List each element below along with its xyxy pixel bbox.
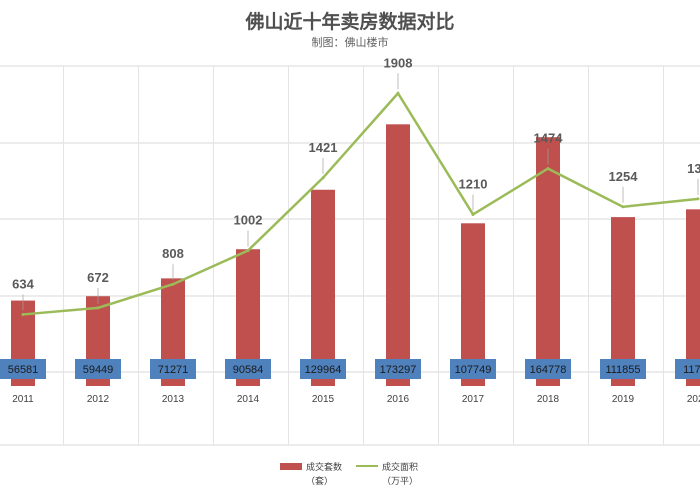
legend: 成交套数 （套） 成交面积 （万平） <box>280 461 418 487</box>
line-value-label: 634 <box>12 276 34 291</box>
bar-label-box <box>450 359 496 379</box>
bar-value-label: 11700 <box>683 364 700 376</box>
line-point <box>696 197 700 201</box>
x-tick-label: 2019 <box>612 394 635 405</box>
line-point <box>96 306 100 310</box>
legend-label-line: 成交面积 <box>382 461 418 473</box>
bar-label-box <box>675 359 700 379</box>
area-series-line <box>22 91 699 316</box>
line-value-label: 1002 <box>234 213 263 228</box>
bar-label-box <box>0 359 46 379</box>
line-value-label: 1908 <box>384 55 413 70</box>
bar <box>686 209 700 386</box>
bar-value-label: 90584 <box>233 364 264 376</box>
bar-value-label: 173297 <box>380 364 417 376</box>
x-tick-label: 2018 <box>537 394 560 405</box>
bar-label-box <box>600 359 646 379</box>
line-series <box>21 91 700 316</box>
bar-label-box <box>75 359 121 379</box>
bar <box>461 223 485 386</box>
x-axis-ticks: 2011 2012 2013 2014 2015 2016 2017 2018 2019 2020 <box>12 394 700 405</box>
x-tick-label: 2016 <box>387 394 410 405</box>
bar-value-label: 107749 <box>455 364 492 376</box>
line-value-label: 1421 <box>309 140 338 155</box>
line-value-label: 1210 <box>459 176 488 191</box>
bar-label-box <box>300 359 346 379</box>
bar-value-label: 129964 <box>305 364 342 376</box>
line-point <box>171 282 175 286</box>
legend-label-bar: 成交套数 <box>306 461 342 473</box>
bar-label-box <box>150 359 196 379</box>
line-point <box>321 176 325 180</box>
line-value-label: 1474 <box>534 131 564 146</box>
chart-subtitle: 制图：佛山楼市 <box>312 35 389 49</box>
legend-label-bar-unit: （套） <box>306 475 333 487</box>
bar <box>386 124 410 386</box>
x-tick-label: 2015 <box>312 394 335 405</box>
legend-label-line-unit: （万平） <box>382 476 418 487</box>
x-tick-label: 2013 <box>162 394 185 405</box>
line-value-label: 130 <box>687 161 700 176</box>
bar-value-label: 71271 <box>158 364 189 376</box>
line-point <box>546 167 550 171</box>
bar-label-box <box>525 359 571 379</box>
line-point <box>246 249 250 253</box>
bar <box>536 137 560 386</box>
x-tick-label: 2020 <box>687 394 700 405</box>
legend-swatch-bar <box>280 463 302 470</box>
x-tick-label: 2012 <box>87 394 110 405</box>
line-point <box>471 212 475 216</box>
bar-label-box <box>375 359 421 379</box>
line-point <box>621 205 625 209</box>
x-tick-label: 2014 <box>237 394 260 405</box>
bar-series <box>11 124 700 386</box>
line-value-label: 1254 <box>609 169 639 184</box>
line-point <box>396 91 400 95</box>
line-value-label: 672 <box>87 270 109 285</box>
bar-value-label: 56581 <box>8 364 39 376</box>
chart-title: 佛山近十年卖房数据对比 <box>244 10 454 33</box>
data-labels: 56581 59449 71271 90584 129964 173297 107749 16… <box>0 55 700 379</box>
bar <box>611 217 635 386</box>
x-tick-label: 2017 <box>462 394 485 405</box>
line-point <box>21 312 25 316</box>
bar <box>311 189 335 386</box>
bar-label-box <box>225 359 271 379</box>
bar-value-label: 111855 <box>605 364 640 376</box>
line-value-label: 808 <box>162 246 184 261</box>
bar-value-label: 164778 <box>530 364 567 376</box>
x-tick-label: 2011 <box>12 394 34 405</box>
bar-value-label: 59449 <box>83 364 114 376</box>
gridlines <box>0 65 700 446</box>
